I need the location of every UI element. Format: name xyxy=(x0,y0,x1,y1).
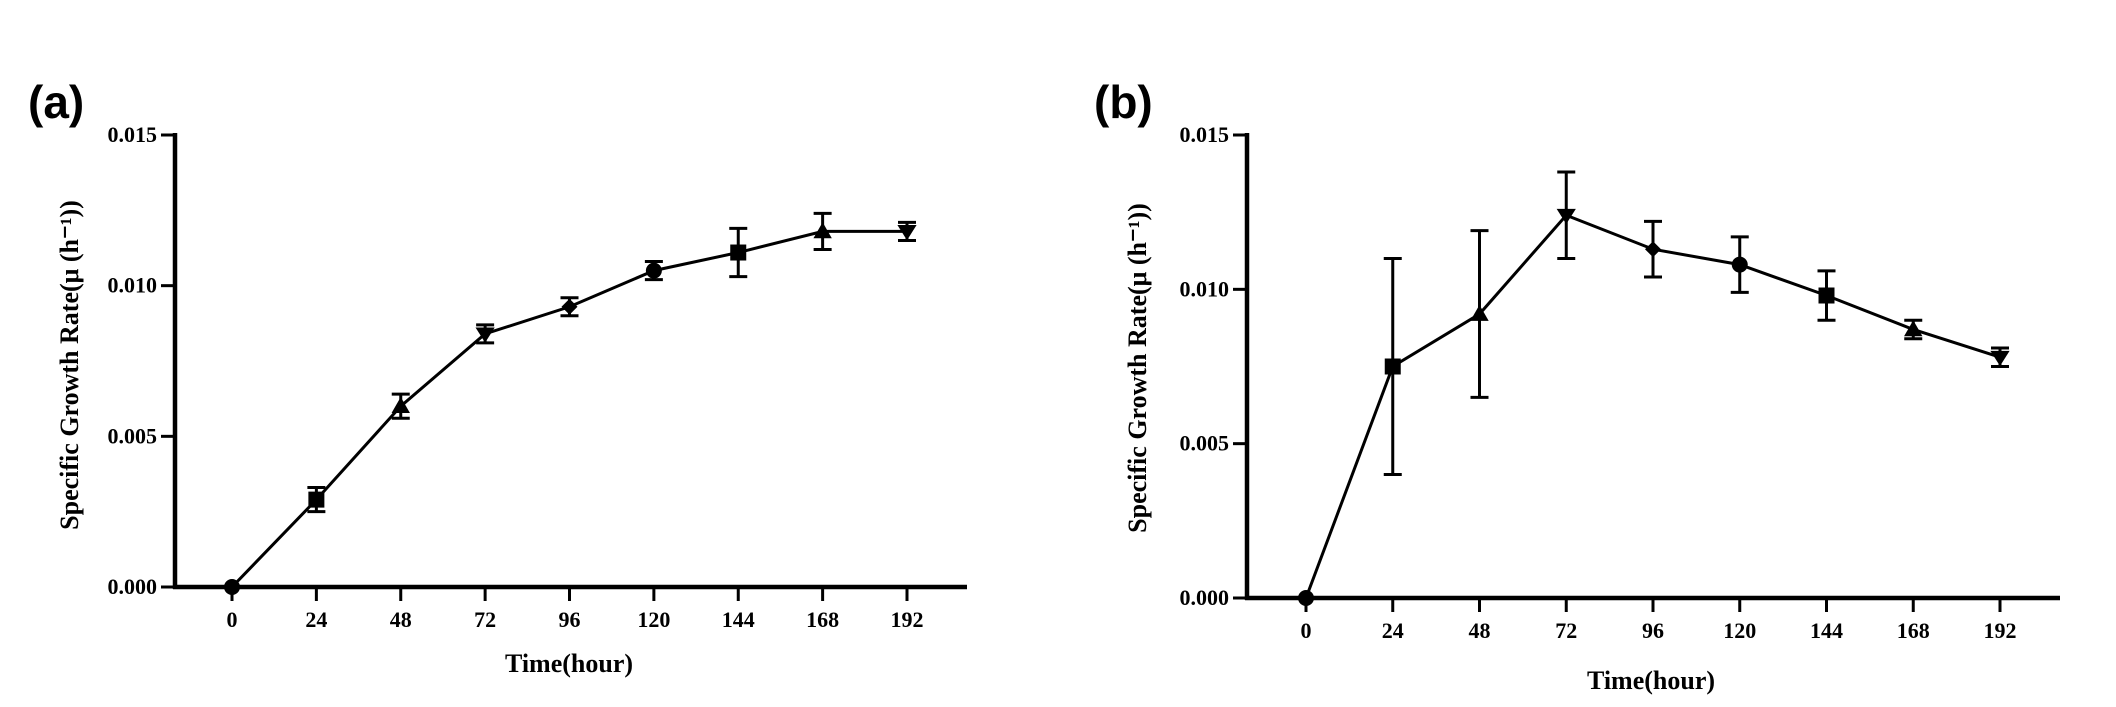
data-point-b-square xyxy=(1385,359,1401,375)
data-point-b-diamond xyxy=(1645,241,1661,257)
panel-label-a: (a) xyxy=(28,76,84,128)
panel-label-b: (b) xyxy=(1094,76,1153,128)
x-tick-label-a: 144 xyxy=(722,607,755,632)
x-axis-title-a: Time(hour) xyxy=(505,649,633,678)
data-point-a-diamond xyxy=(562,299,578,315)
x-tick-label-b: 144 xyxy=(1810,618,1843,643)
x-axis-title-b: Time(hour) xyxy=(1587,666,1715,695)
x-tick-label-b: 48 xyxy=(1469,618,1491,643)
x-tick-label-b: 96 xyxy=(1642,618,1664,643)
data-point-b-circle xyxy=(1298,590,1314,606)
x-tick-label-a: 72 xyxy=(474,607,496,632)
y-tick-label-a: 0.000 xyxy=(108,574,158,599)
y-tick-label-a: 0.015 xyxy=(108,122,158,147)
y-tick-label-a: 0.005 xyxy=(108,423,158,448)
data-point-a-square xyxy=(308,492,324,508)
y-tick-label-b: 0.000 xyxy=(1180,585,1230,610)
y-tick-label-b: 0.005 xyxy=(1180,431,1230,456)
y-tick-label-b: 0.015 xyxy=(1180,122,1230,147)
x-tick-label-a: 48 xyxy=(390,607,412,632)
x-tick-label-b: 120 xyxy=(1723,618,1756,643)
panel-a: (a) Specific Growth Rate(μ (h⁻¹)) Time(h… xyxy=(28,76,967,678)
x-tick-label-a: 168 xyxy=(806,607,839,632)
x-tick-label-a: 24 xyxy=(305,607,327,632)
y-tick-label-b: 0.010 xyxy=(1180,276,1230,301)
data-point-b-square xyxy=(1819,288,1835,304)
data-point-a-circle xyxy=(224,579,240,595)
x-tick-label-b: 72 xyxy=(1555,618,1577,643)
y-tick-label-a: 0.010 xyxy=(108,273,158,298)
data-point-a-square xyxy=(730,245,746,261)
y-axis-title-b: Specific Growth Rate(μ (h⁻¹)) xyxy=(1123,203,1152,533)
x-tick-label-a: 192 xyxy=(891,607,924,632)
x-tick-label-b: 0 xyxy=(1301,618,1312,643)
panel-b: (b) Specific Growth Rate(μ (h⁻¹)) Time(h… xyxy=(1094,76,2060,695)
x-tick-label-a: 96 xyxy=(559,607,581,632)
x-tick-label-a: 120 xyxy=(637,607,670,632)
x-tick-label-b: 24 xyxy=(1382,618,1404,643)
x-tick-label-a: 0 xyxy=(227,607,238,632)
x-tick-label-b: 168 xyxy=(1897,618,1930,643)
y-axis-title-a: Specific Growth Rate(μ (h⁻¹)) xyxy=(55,200,84,530)
data-point-b-triangle-down xyxy=(1990,351,2009,366)
series-line-a xyxy=(232,231,907,587)
x-tick-label-b: 192 xyxy=(1984,618,2017,643)
data-point-b-circle xyxy=(1732,257,1748,273)
data-point-a-circle xyxy=(646,263,662,279)
figure: (a) Specific Growth Rate(μ (h⁻¹)) Time(h… xyxy=(0,0,2116,707)
